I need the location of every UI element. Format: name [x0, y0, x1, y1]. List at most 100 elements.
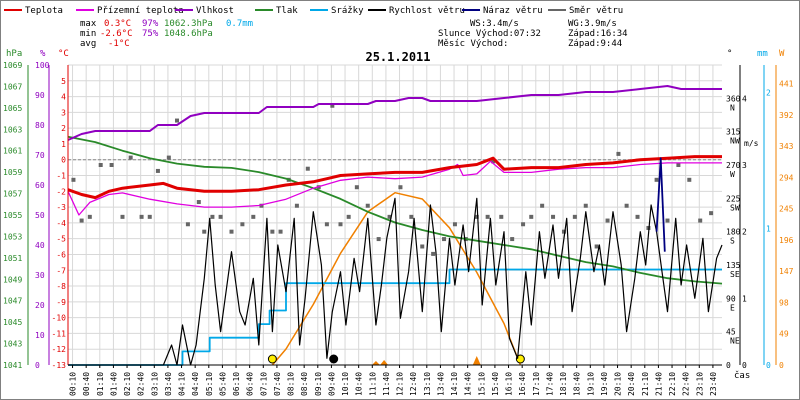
wind-direction-point: [218, 214, 223, 219]
tick-label-degc: -2: [56, 187, 66, 196]
tick-label-mm: 1: [766, 225, 771, 234]
tick-label-degc: -7: [56, 266, 66, 275]
wind-direction-point: [338, 222, 343, 227]
wind-direction-point: [87, 214, 92, 219]
radiation-peak-marker: [371, 361, 380, 365]
tick-label-degc: 1: [61, 140, 66, 149]
tick-label-x: 04:10: [178, 372, 187, 396]
axis-ticks: 1069106710651063106110591057105510531051…: [3, 61, 794, 396]
wind-direction-point: [294, 203, 299, 208]
sunset-marker: [515, 354, 525, 364]
moonset-marker: [329, 354, 339, 364]
wind-direction-point: [185, 222, 190, 227]
wind-direction-point: [259, 203, 264, 208]
wind-direction-point: [109, 163, 114, 167]
axis-header-mm: mm: [757, 49, 768, 59]
tick-label-pct: 100: [35, 61, 50, 70]
wind-direction-point: [431, 251, 436, 256]
tick-label-deg: 45: [726, 328, 736, 337]
tick-label-w: 147: [779, 267, 794, 276]
tick-label-pct: 90: [35, 91, 45, 100]
tick-label-x: 01:10: [96, 372, 105, 396]
tick-label-hpa: 1063: [3, 125, 22, 134]
tick-label-pct: 80: [35, 121, 45, 130]
axis-header-w: W: [779, 49, 785, 59]
tick-label-direction: SE: [730, 270, 740, 279]
legend-label-tlak: Tlak: [276, 6, 298, 16]
wind-direction-point: [98, 163, 103, 167]
tick-label-x: 07:40: [273, 372, 282, 396]
tick-label-degc: -5: [56, 235, 66, 244]
wind-direction-point: [120, 214, 125, 219]
tick-label-x: 12:40: [409, 372, 418, 396]
tick-label-x: 11:10: [368, 372, 377, 396]
tick-label-x: 15:40: [491, 372, 500, 396]
wind-direction-point: [646, 225, 651, 230]
tick-label-x: 20:40: [627, 372, 636, 396]
stats-min-hum: 75%: [142, 29, 159, 39]
tick-label-w: 98: [779, 298, 789, 307]
tick-label-deg: 225: [726, 194, 741, 203]
tick-label-hpa: 1061: [3, 147, 22, 156]
tick-label-x: 12:10: [396, 372, 405, 396]
wind-direction-point: [175, 118, 179, 123]
tick-label-x: 03:40: [164, 372, 173, 396]
legend-label-teplota: Teplota: [25, 6, 63, 16]
tick-label-degc: -11: [52, 329, 67, 338]
stats-min-press: 1048.6hPa: [164, 29, 213, 39]
tick-label-x: 06:40: [246, 372, 255, 396]
tick-label-x: 21:10: [641, 372, 650, 396]
tick-label-ms: 3: [742, 161, 747, 170]
series-solar-radiation: [271, 191, 522, 366]
wind-direction-point: [624, 203, 629, 208]
wind-direction-point: [529, 214, 534, 219]
tick-label-w: 343: [779, 142, 794, 151]
axis-headers: hPa % °C ° mm m/s W: [6, 49, 785, 148]
stats-max-hum: 97%: [142, 19, 159, 29]
wind-direction-point: [147, 214, 152, 219]
tick-label-hpa: 1057: [3, 190, 22, 199]
chart-title: 25.1.2011: [365, 50, 430, 64]
wind-direction-point: [665, 218, 670, 223]
tick-label-x: 08:10: [287, 372, 296, 396]
wind-direction-point: [305, 166, 310, 171]
stats-moon-set: Západ:9:44: [568, 39, 622, 49]
tick-label-degc: 3: [61, 108, 66, 117]
tick-label-w: 196: [779, 236, 794, 245]
tick-label-hpa: 1069: [3, 61, 22, 70]
wind-direction-point: [491, 159, 496, 164]
tick-label-degc: 2: [61, 124, 66, 133]
wind-direction-point: [229, 229, 234, 234]
tick-label-degc: -10: [52, 314, 67, 323]
tick-label-degc: -8: [56, 282, 66, 291]
tick-label-x: 19:10: [586, 372, 595, 396]
axis-header-degc: °C: [58, 49, 69, 59]
series-humidity: [67, 85, 722, 141]
wind-direction-point: [485, 214, 490, 219]
wind-direction-point: [654, 177, 659, 182]
tick-label-degc: -12: [52, 345, 67, 354]
tick-label-x: 20:10: [614, 372, 623, 396]
wind-direction-point: [698, 218, 703, 223]
stats-block: max 0.3°C 97% 1062.3hPa 0.7mm min -2.6°C…: [80, 19, 628, 49]
wind-direction-point: [510, 237, 515, 242]
tick-label-ms: 4: [742, 94, 747, 103]
series-ground-temperature: [67, 160, 722, 216]
tick-label-x: 15:10: [477, 372, 486, 396]
wind-direction-point: [270, 229, 275, 234]
tick-label-degc: -1: [56, 172, 66, 181]
wind-direction-point: [474, 214, 479, 219]
wind-direction-point: [540, 203, 545, 208]
tick-label-x: 16:40: [518, 372, 527, 396]
tick-label-degc: 4: [61, 93, 66, 102]
tick-label-hpa: 1049: [3, 275, 22, 284]
axis-header-ms: m/s: [744, 139, 759, 148]
legend-label-smer: Směr větru: [569, 6, 623, 16]
tick-label-hpa: 1051: [3, 254, 22, 263]
wind-direction-point: [387, 214, 392, 219]
tick-label-x: 02:10: [123, 372, 132, 396]
tick-label-x: 14:10: [450, 372, 459, 396]
tick-label-x: 21:40: [654, 372, 663, 396]
tick-label-x: 14:40: [464, 372, 473, 396]
tick-label-direction: S: [730, 237, 735, 246]
